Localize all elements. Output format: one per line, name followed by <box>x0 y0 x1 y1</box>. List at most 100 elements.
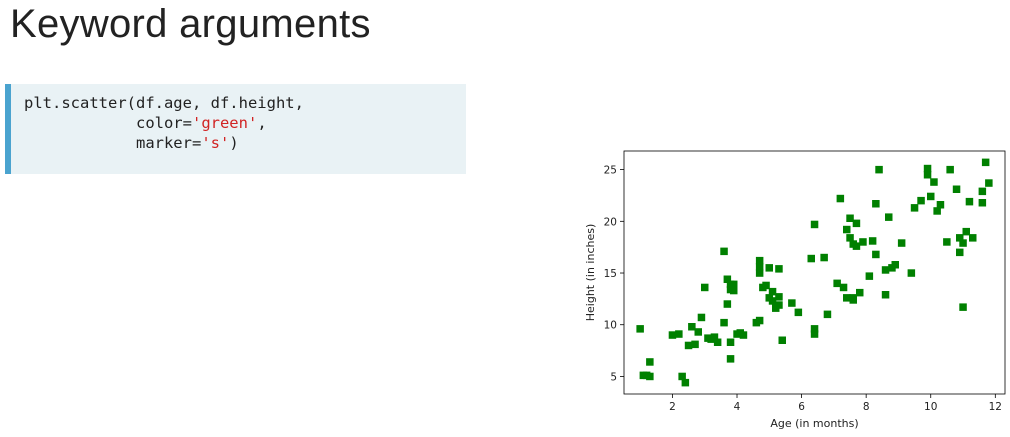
scatter-chart: 2 4 6 8 10 12 5 10 15 20 25 Age (in months) Heigh… <box>584 150 1006 430</box>
data-point <box>807 254 815 263</box>
data-point <box>730 280 738 289</box>
data-point <box>962 227 970 236</box>
code-marker-kwarg: marker= <box>135 134 202 152</box>
y-tick-label: 5 <box>610 371 617 383</box>
data-point <box>897 239 906 247</box>
data-point <box>723 275 732 283</box>
code-color-kwarg: color= <box>135 114 192 132</box>
x-tick-label: 2 <box>669 401 676 413</box>
data-point <box>678 372 686 381</box>
data-point <box>788 299 796 307</box>
code-block: plt.scatter(df.age, df.height, color='gr… <box>5 84 466 174</box>
x-tick-label: 10 <box>924 401 937 413</box>
data-point <box>891 261 899 269</box>
data-point <box>755 269 764 277</box>
data-point <box>923 164 932 173</box>
data-point <box>849 294 857 302</box>
data-point <box>646 358 654 366</box>
data-point <box>856 288 864 297</box>
data-point <box>985 179 993 187</box>
data-point <box>810 330 819 338</box>
code-marker-string: 's' <box>201 134 230 152</box>
code-color-string: 'green' <box>191 114 258 132</box>
y-axis-label: Height (in inches) <box>584 224 597 322</box>
data-point <box>823 310 832 319</box>
data-point <box>775 265 783 273</box>
data-point <box>859 238 867 246</box>
data-point <box>810 325 819 333</box>
data-point <box>843 225 851 234</box>
data-point <box>927 192 935 201</box>
data-point <box>969 234 977 242</box>
data-point <box>636 325 644 333</box>
data-point <box>730 286 738 295</box>
code-line-1: plt.scatter(df.age, df.height, <box>24 94 304 112</box>
y-tick-label: 25 <box>604 165 617 177</box>
data-point <box>865 272 874 280</box>
data-point <box>959 239 967 247</box>
data-point <box>852 219 861 228</box>
data-point <box>720 247 728 256</box>
data-point <box>755 316 764 325</box>
x-axis-label: Age (in months) <box>770 417 858 430</box>
code-text: plt.scatter(df.age, df.height, color='gr… <box>24 93 304 153</box>
data-point <box>978 187 987 196</box>
x-axis: 2 4 6 8 10 12 <box>669 394 1002 413</box>
data-point <box>755 256 764 265</box>
data-point <box>881 291 890 299</box>
data-point <box>794 308 803 317</box>
data-point <box>723 300 732 308</box>
x-tick-label: 6 <box>798 401 805 413</box>
y-axis: 5 10 15 20 25 <box>604 165 624 383</box>
data-point <box>907 269 916 277</box>
data-point <box>875 165 883 174</box>
data-point <box>910 204 919 212</box>
data-point <box>775 301 783 309</box>
data-point <box>956 248 964 257</box>
data-point <box>681 378 690 387</box>
data-point <box>965 197 974 206</box>
data-point <box>762 281 770 290</box>
data-point <box>839 283 848 292</box>
data-point <box>836 194 845 203</box>
data-point <box>923 171 932 179</box>
data-point <box>946 165 954 174</box>
data-point <box>917 196 925 205</box>
data-point <box>885 213 893 221</box>
data-point <box>943 238 951 246</box>
data-point <box>694 328 702 336</box>
data-point <box>881 266 890 274</box>
code-close-paren: ) <box>229 134 239 152</box>
data-point <box>739 331 748 339</box>
data-point <box>952 185 961 193</box>
data-point <box>701 283 709 292</box>
data-point <box>981 158 990 167</box>
data-point <box>843 294 851 302</box>
data-point <box>675 330 683 338</box>
data-point <box>872 250 880 259</box>
data-point <box>933 207 941 215</box>
data-point <box>684 341 693 350</box>
data-point <box>768 287 777 296</box>
data-point <box>726 355 735 363</box>
y-tick-label: 20 <box>604 216 617 228</box>
data-point <box>936 201 945 209</box>
data-point <box>691 340 699 349</box>
code-indent <box>24 134 136 152</box>
y-tick-label: 10 <box>604 320 617 332</box>
x-tick-label: 8 <box>863 401 870 413</box>
data-point <box>710 333 719 341</box>
data-point <box>959 303 967 311</box>
data-point <box>726 338 735 346</box>
data-point <box>930 178 938 186</box>
data-point <box>713 338 722 346</box>
code-indent <box>24 114 136 132</box>
data-point <box>668 331 677 339</box>
data-point <box>846 234 854 242</box>
data-point <box>778 336 786 344</box>
plot-frame <box>623 150 1006 395</box>
data-points <box>636 158 993 387</box>
data-point <box>852 242 861 250</box>
data-point <box>868 237 877 245</box>
data-point <box>833 279 841 288</box>
